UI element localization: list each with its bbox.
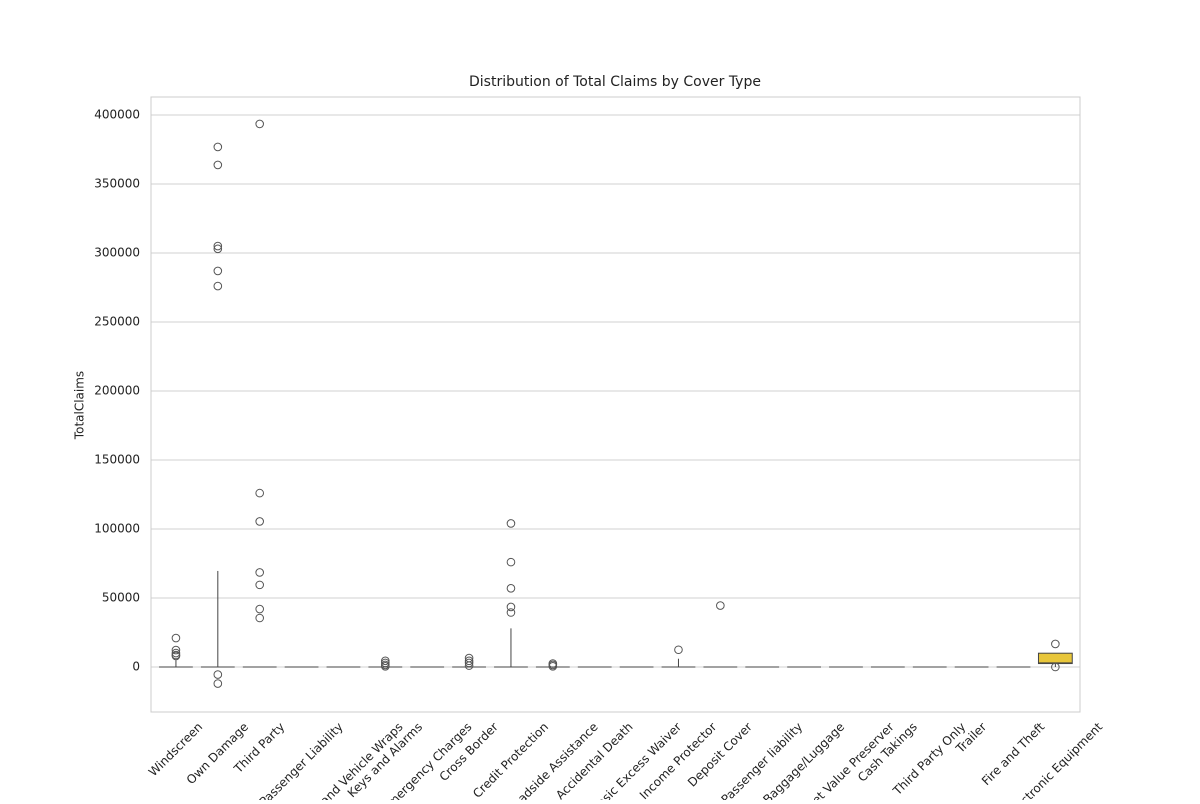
outlier	[548, 662, 558, 671]
y-tick-label: 350000	[94, 176, 140, 190]
outlier	[213, 241, 223, 251]
outlier	[674, 645, 683, 655]
outlier	[255, 580, 264, 590]
x-tick-label: Passenger liability	[718, 720, 805, 800]
outlier	[213, 142, 223, 152]
outlier	[1051, 662, 1060, 672]
outlier	[381, 662, 390, 671]
outlier	[255, 568, 264, 577]
outlier	[506, 602, 516, 612]
outlier	[255, 517, 264, 526]
outlier	[255, 488, 264, 498]
y-tick-label: 300000	[94, 245, 140, 259]
outlier	[171, 633, 181, 643]
x-tick-label: Electronic Equipment	[1005, 720, 1106, 800]
outlier	[255, 119, 264, 129]
outlier	[506, 584, 516, 593]
outlier	[464, 661, 474, 670]
outlier	[255, 613, 264, 623]
outlier	[506, 557, 516, 567]
outlier	[171, 651, 181, 661]
y-tick-label: 50000	[102, 590, 140, 604]
plot-frame	[150, 96, 1081, 713]
outlier	[381, 658, 390, 668]
outlier	[506, 608, 516, 617]
outlier	[171, 645, 181, 655]
y-tick-label: 400000	[94, 107, 140, 121]
y-tick-label: 150000	[94, 452, 140, 466]
outlier	[464, 658, 474, 668]
outlier	[255, 604, 264, 614]
outlier	[213, 281, 223, 291]
outlier	[213, 679, 223, 688]
y-tick-label: 0	[132, 660, 140, 674]
outlier	[464, 656, 474, 666]
y-tick-label: 100000	[94, 521, 140, 535]
outlier	[213, 160, 223, 170]
chart-title: Distribution of Total Claims by Cover Ty…	[469, 74, 761, 90]
outlier	[381, 656, 390, 666]
outlier	[506, 519, 516, 528]
outlier	[213, 266, 223, 276]
y-axis-label: TotalClaims	[73, 371, 87, 440]
outlier	[213, 670, 223, 679]
y-tick-label: 250000	[94, 314, 140, 328]
outlier	[1051, 639, 1060, 649]
y-tick-label: 200000	[94, 383, 140, 397]
outlier	[716, 601, 725, 610]
outlier	[213, 244, 223, 254]
box	[1037, 652, 1073, 665]
